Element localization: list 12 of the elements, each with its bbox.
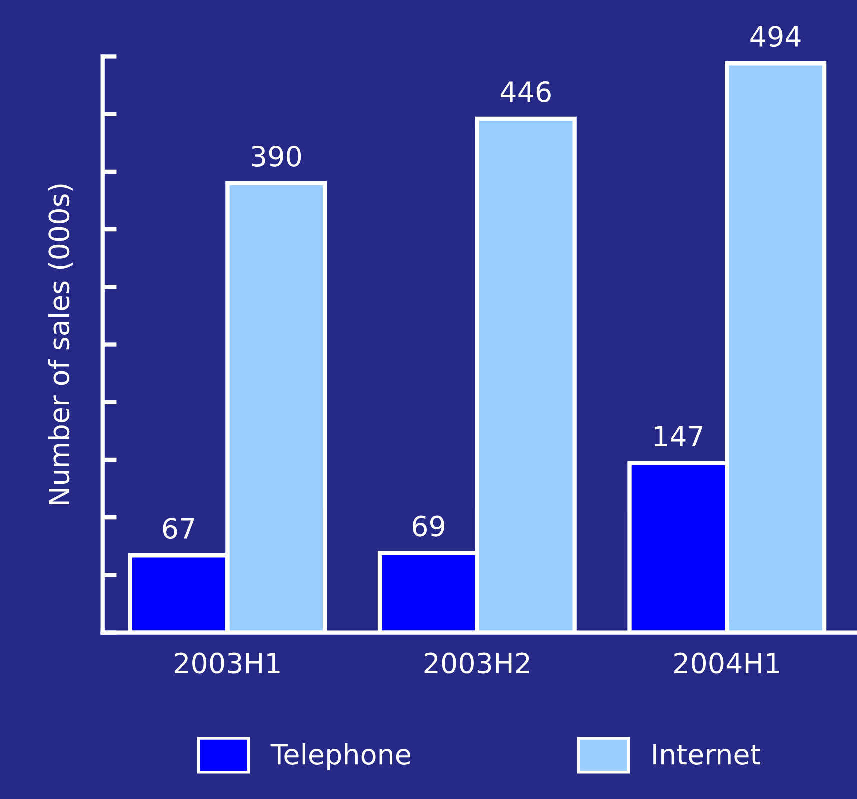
data-label: 446 bbox=[500, 81, 551, 102]
x-tick-label: 2003H2 bbox=[424, 652, 530, 674]
data-label: 147 bbox=[654, 426, 703, 447]
x-tick-label: 2003H1 bbox=[175, 652, 280, 674]
data-label: 390 bbox=[252, 146, 302, 167]
data-label: 67 bbox=[163, 518, 194, 540]
legend-label: Telephone bbox=[270, 743, 410, 770]
data-label: 494 bbox=[750, 26, 801, 48]
data-label: 69 bbox=[412, 516, 444, 537]
x-tick-label: 2004H1 bbox=[674, 652, 780, 674]
y-axis-title: Number of sales (000s) bbox=[48, 184, 73, 504]
legend-label: Internet bbox=[654, 744, 760, 765]
